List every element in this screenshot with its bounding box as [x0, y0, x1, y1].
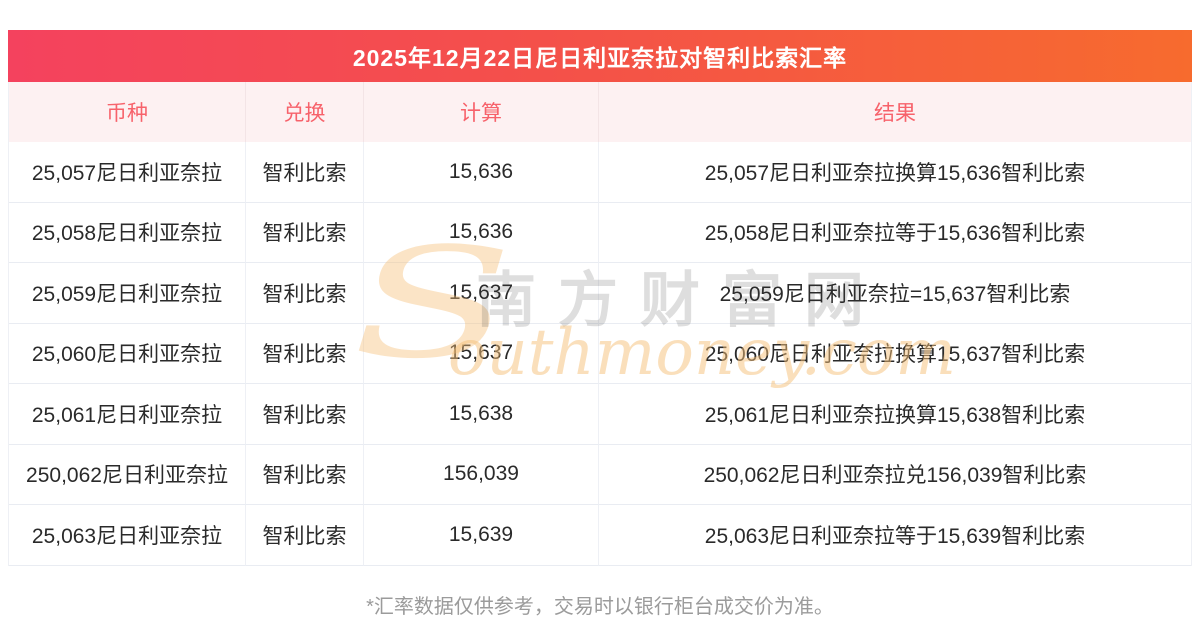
cell-currency: 25,057尼日利亚奈拉 [9, 142, 246, 203]
cell-currency: 25,063尼日利亚奈拉 [9, 505, 246, 566]
exchange-rate-table: 币种 兑换 计算 结果 25,057尼日利亚奈拉 智利比索 15,636 25,… [8, 82, 1192, 566]
cell-currency: 25,061尼日利亚奈拉 [9, 384, 246, 445]
column-header-currency: 币种 [9, 82, 246, 142]
title-bar: 2025年12月22日尼日利亚奈拉对智利比索汇率 [8, 30, 1192, 82]
column-header-exchange: 兑换 [246, 82, 364, 142]
cell-calc: 15,637 [364, 323, 599, 384]
cell-currency: 25,060尼日利亚奈拉 [9, 323, 246, 384]
table-row: 25,057尼日利亚奈拉 智利比索 15,636 25,057尼日利亚奈拉换算1… [9, 142, 1191, 203]
cell-currency: 25,059尼日利亚奈拉 [9, 263, 246, 324]
cell-exchange: 智利比索 [246, 142, 364, 203]
cell-result: 25,061尼日利亚奈拉换算15,638智利比索 [599, 384, 1191, 445]
cell-result: 25,057尼日利亚奈拉换算15,636智利比索 [599, 142, 1191, 203]
cell-currency: 25,058尼日利亚奈拉 [9, 202, 246, 263]
table-header-row: 币种 兑换 计算 结果 [9, 82, 1191, 142]
cell-result: 25,060尼日利亚奈拉换算15,637智利比索 [599, 324, 1191, 384]
cell-exchange: 智利比索 [246, 323, 364, 384]
table-row: 25,060尼日利亚奈拉 智利比索 15,637 25,060尼日利亚奈拉换算1… [9, 323, 1191, 384]
cell-exchange: 智利比索 [246, 505, 364, 566]
cell-result: 250,062尼日利亚奈拉兑156,039智利比索 [599, 445, 1191, 505]
cell-exchange: 智利比索 [246, 384, 364, 445]
table-row: 250,062尼日利亚奈拉 智利比索 156,039 250,062尼日利亚奈拉… [9, 444, 1191, 505]
column-header-calc: 计算 [364, 82, 599, 142]
cell-result: 25,058尼日利亚奈拉等于15,636智利比索 [599, 203, 1191, 263]
cell-result: 25,063尼日利亚奈拉等于15,639智利比索 [599, 505, 1191, 566]
cell-exchange: 智利比索 [246, 263, 364, 324]
table-row: 25,061尼日利亚奈拉 智利比索 15,638 25,061尼日利亚奈拉换算1… [9, 384, 1191, 445]
cell-calc: 15,639 [364, 505, 599, 566]
cell-exchange: 智利比索 [246, 202, 364, 263]
cell-calc: 15,636 [364, 202, 599, 263]
column-header-result: 结果 [874, 102, 916, 125]
cell-currency: 250,062尼日利亚奈拉 [9, 444, 246, 505]
cell-result: 25,059尼日利亚奈拉=15,637智利比索 [599, 263, 1191, 324]
table-row: 25,058尼日利亚奈拉 智利比索 15,636 25,058尼日利亚奈拉等于1… [9, 202, 1191, 263]
table-row: 25,059尼日利亚奈拉 智利比索 15,637 25,059尼日利亚奈拉=15… [9, 263, 1191, 324]
footnote: *汇率数据仅供参考，交易时以银行柜台成交价为准。 [366, 596, 834, 618]
cell-calc: 156,039 [364, 444, 599, 505]
cell-calc: 15,637 [364, 263, 599, 324]
table-row: 25,063尼日利亚奈拉 智利比索 15,639 25,063尼日利亚奈拉等于1… [9, 505, 1191, 566]
cell-calc: 15,636 [364, 142, 599, 203]
cell-exchange: 智利比索 [246, 444, 364, 505]
page-title: 2025年12月22日尼日利亚奈拉对智利比索汇率 [352, 45, 848, 71]
cell-calc: 15,638 [364, 384, 599, 445]
